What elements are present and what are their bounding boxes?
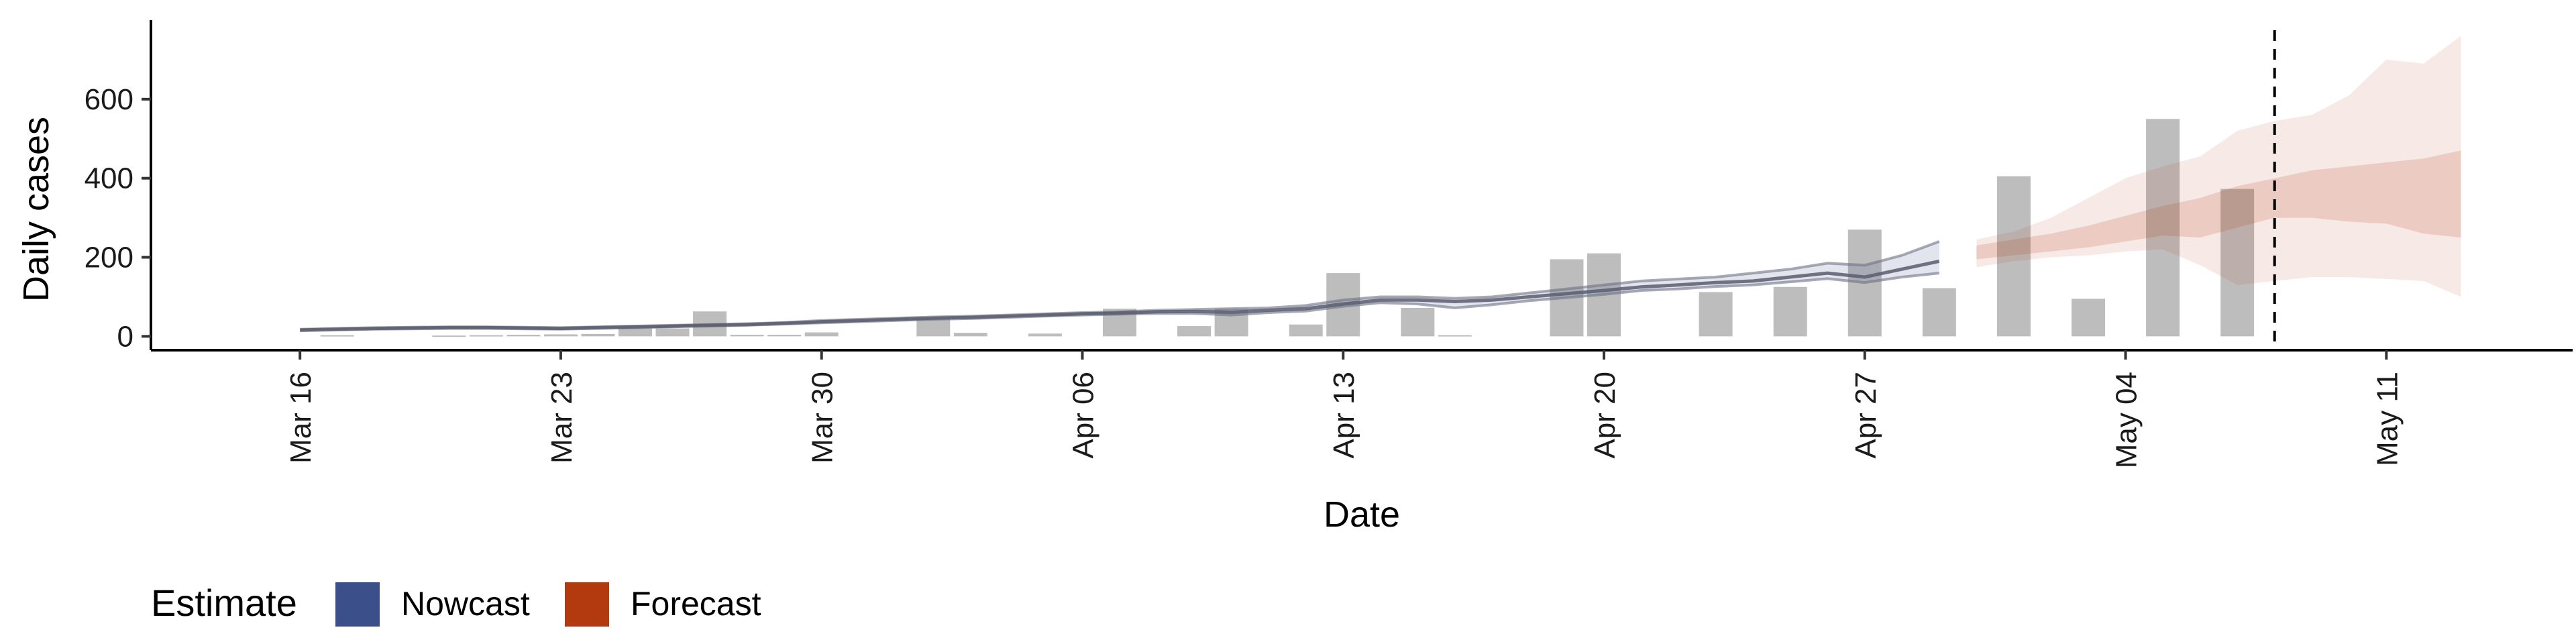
- bar: [655, 328, 690, 337]
- lines-layer: [300, 240, 1940, 333]
- bar: [1922, 288, 1956, 337]
- forecast-outer-band: [1976, 36, 2461, 297]
- bands-layer: [300, 36, 2461, 331]
- bar: [432, 335, 466, 337]
- bar: [469, 335, 503, 337]
- y-tick-label: 400: [85, 162, 133, 195]
- y-axis-ticks: 0 200 400 600: [85, 83, 151, 353]
- legend-label-nowcast: Nowcast: [401, 585, 530, 623]
- bar: [1177, 326, 1212, 337]
- bar: [1401, 307, 1435, 337]
- bar: [2220, 189, 2255, 337]
- bar: [506, 335, 541, 337]
- legend-swatch-nowcast: [335, 582, 380, 627]
- x-tick-label: Apr 06: [1067, 372, 1099, 459]
- x-axis-ticks: Mar 16 Mar 23 Mar 30 Apr 06 Apr 13 Apr 20 Apr …: [284, 350, 2404, 468]
- x-axis-title: Date: [1324, 494, 1400, 535]
- bar: [543, 334, 578, 337]
- bar: [953, 333, 987, 337]
- bar: [1699, 292, 1733, 337]
- legend-title: Estimate: [151, 582, 297, 624]
- x-tick-label: Apr 27: [1849, 372, 1882, 459]
- forecast-inner-band: [1976, 150, 2461, 260]
- x-tick-label: Apr 20: [1589, 372, 1621, 459]
- nowcast-median-line: [300, 259, 1940, 332]
- bar: [581, 333, 615, 337]
- y-tick-label: 0: [117, 320, 133, 353]
- bars-layer: [320, 119, 2255, 337]
- bar: [320, 335, 354, 337]
- bar: [2146, 119, 2180, 337]
- bar: [916, 319, 951, 337]
- y-tick-label: 200: [85, 241, 133, 274]
- x-tick-label: May 04: [2110, 372, 2143, 468]
- x-tick-label: Mar 16: [284, 372, 317, 464]
- bar: [1438, 335, 1472, 337]
- bar: [1996, 176, 2031, 337]
- x-tick-label: Apr 13: [1328, 372, 1360, 459]
- bar: [767, 335, 802, 337]
- bar: [619, 328, 652, 337]
- legend-label-forecast: Forecast: [631, 585, 761, 623]
- y-tick-label: 600: [85, 83, 133, 116]
- bar: [2072, 299, 2105, 337]
- y-axis-title: Daily cases: [16, 117, 56, 302]
- bar: [804, 332, 839, 337]
- legend-swatch-forecast: [565, 582, 609, 627]
- x-tick-label: May 11: [2371, 372, 2404, 466]
- bar: [1773, 286, 1807, 337]
- bar: [730, 335, 764, 337]
- x-tick-label: Mar 30: [806, 372, 839, 464]
- legend: Estimate Nowcast Forecast: [151, 582, 761, 627]
- x-tick-label: Mar 23: [545, 372, 578, 464]
- bar: [1028, 333, 1062, 337]
- bar: [1289, 324, 1323, 337]
